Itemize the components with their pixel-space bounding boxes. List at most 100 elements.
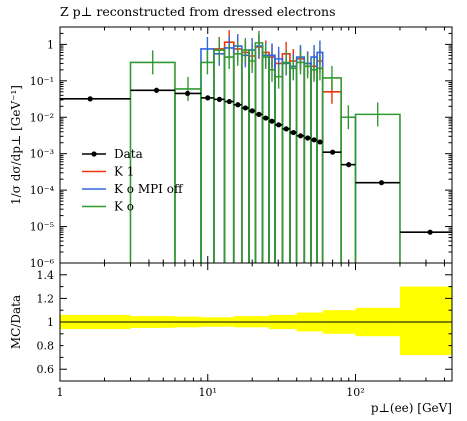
histogram-bin <box>223 41 235 263</box>
histogram-bin <box>213 49 226 263</box>
main-plot-panel: 10⁻⁶ 10⁻⁵ 10⁻⁴ 10⁻³ 10⁻² 10⁻¹ 1 Data K 1 K o MPI… <box>30 26 453 270</box>
histogram-bin <box>254 42 264 263</box>
histogram-bin <box>200 61 215 263</box>
histogram-bin <box>289 65 298 263</box>
histogram-bin <box>281 62 291 263</box>
main-y-axis: 10⁻⁶ 10⁻⁵ 10⁻⁴ 10⁻³ 10⁻² 10⁻¹ 1 <box>30 26 452 270</box>
histogram-bin <box>354 113 401 263</box>
histogram-bin <box>281 61 291 263</box>
histogram-bin <box>248 49 257 263</box>
data-point <box>427 229 433 235</box>
histogram-bin <box>310 69 318 263</box>
histogram-bin <box>310 56 318 263</box>
y-tick-label: 10⁻⁴ <box>30 184 55 197</box>
ratio-uncertainty-band <box>60 286 452 356</box>
data-point <box>226 98 232 105</box>
histogram-bin <box>254 45 264 263</box>
series-data <box>60 87 452 235</box>
histogram-bin <box>232 45 243 263</box>
y-tick-label: 10⁻⁶ <box>30 257 55 270</box>
histogram-bin <box>274 62 284 263</box>
data-point <box>290 129 297 136</box>
histogram-bin <box>316 51 324 263</box>
y-tick-label: 10⁻¹ <box>30 75 54 88</box>
data-point <box>283 126 289 132</box>
histogram-bin <box>321 77 342 263</box>
x-tick-label: 10² <box>346 386 364 399</box>
ratio-plot-panel: 0.6 0.8 1 1.2 1.4 1 10¹ 10² <box>37 262 453 399</box>
histogram-bin <box>200 48 215 263</box>
data-point <box>256 111 262 117</box>
histogram-bin <box>232 48 243 263</box>
histogram-bin <box>240 51 250 263</box>
histogram-bin <box>129 61 176 263</box>
histogram-bin <box>261 56 270 263</box>
histogram-bin <box>261 51 270 263</box>
data-point <box>317 139 323 145</box>
data-point <box>311 137 317 143</box>
data-point <box>330 149 336 155</box>
histogram-bin <box>340 116 357 263</box>
x-tick-label: 1 <box>57 386 64 399</box>
histogram-bin <box>303 65 312 263</box>
legend-label: K o <box>114 200 134 214</box>
data-point <box>305 135 311 141</box>
ratio-y-tick-label: 1.4 <box>37 269 55 282</box>
histogram-bin <box>289 67 298 263</box>
ratio-y-tick-label: 1 <box>47 316 54 329</box>
histogram-bin <box>248 60 257 263</box>
data-point <box>263 115 269 121</box>
histogram-bin <box>295 61 306 263</box>
histogram-bin <box>321 90 342 263</box>
series-k-o <box>129 30 401 263</box>
ratio-y-axis: 0.6 0.8 1 1.2 1.4 <box>37 262 452 382</box>
histogram-bin <box>240 49 250 263</box>
histogram-bin <box>310 65 318 263</box>
legend-label: K 1 <box>114 165 134 179</box>
ratio-y-tick-label: 0.8 <box>37 340 55 353</box>
data-point <box>235 102 241 108</box>
ratio-y-axis-label: MC/Data <box>9 295 23 349</box>
main-y-axis-label: 1/σ dσ/dp⊥ [GeV⁻¹] <box>9 85 23 205</box>
data-point <box>153 87 160 93</box>
data-point <box>269 118 275 124</box>
histogram-bin <box>240 54 250 263</box>
histogram-bin <box>274 58 284 263</box>
histogram-bin <box>213 48 226 263</box>
histogram-bin <box>295 56 306 263</box>
ratio-y-tick-label: 1.2 <box>37 292 55 305</box>
histogram-bin <box>223 56 235 263</box>
main-series-layer <box>60 30 452 263</box>
data-point <box>297 133 304 139</box>
y-tick-label: 1 <box>47 38 54 51</box>
histogram-bin <box>268 69 276 263</box>
histogram-bin <box>316 67 324 263</box>
data-point <box>242 105 249 111</box>
histogram-bin <box>316 60 324 263</box>
y-tick-label: 10⁻⁵ <box>30 221 54 234</box>
histogram-bin <box>295 58 306 263</box>
legend-label: Data <box>114 147 143 161</box>
y-tick-label: 10⁻² <box>30 111 54 124</box>
data-point <box>249 108 255 114</box>
histogram-bin <box>261 54 270 263</box>
histogram-bin <box>303 62 312 263</box>
x-tick-label: 10¹ <box>199 386 217 399</box>
histogram-bin <box>213 53 226 263</box>
histogram-bin <box>223 47 235 263</box>
data-point <box>346 162 352 168</box>
data-point <box>276 122 282 128</box>
data-point <box>184 90 191 97</box>
histogram-bin <box>289 60 298 263</box>
histogram-bin <box>232 53 243 263</box>
histogram-bin <box>248 55 257 263</box>
histogram-bin <box>174 88 202 263</box>
histogram-bin <box>254 46 264 263</box>
legend-label: K o MPI off <box>114 182 184 196</box>
histogram-bin <box>274 75 284 263</box>
x-axis: 1 10¹ 10² <box>57 263 445 399</box>
data-point <box>216 96 223 102</box>
y-tick-label: 10⁻³ <box>30 148 54 161</box>
legend-marker <box>91 151 97 157</box>
